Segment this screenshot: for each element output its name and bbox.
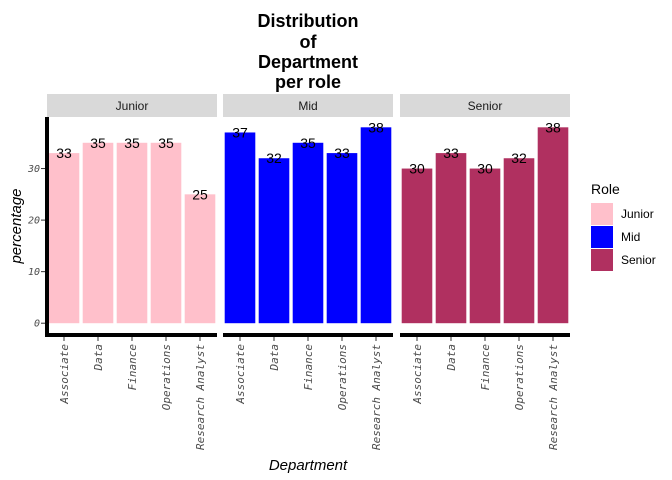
facet-panel: Mid 37 32 35 33 38 Associate Data Finance Operati…: [223, 94, 393, 450]
bar-value-label: 33: [56, 145, 72, 161]
y-axis: 0 10 20 30: [27, 117, 49, 337]
x-tick-label: Associate: [234, 344, 247, 405]
x-tick-label: Operations: [160, 344, 173, 410]
bar-value-label: 32: [266, 150, 282, 166]
bar: [82, 142, 114, 324]
bar: [116, 142, 148, 324]
x-tick-label: Associate: [58, 344, 71, 405]
legend-key: [591, 226, 613, 248]
bar: [326, 153, 358, 324]
x-tick-label: Operations: [513, 344, 526, 410]
bar-value-label: 35: [158, 135, 174, 151]
bar: [150, 142, 182, 324]
bar-value-label: 37: [232, 124, 248, 140]
bar: [360, 127, 392, 324]
x-tick-label: Data: [268, 344, 281, 372]
bar: [292, 142, 324, 324]
legend-key: [591, 203, 613, 225]
bar-value-label: 33: [443, 145, 459, 161]
bar: [469, 168, 501, 324]
x-tick-label: Data: [445, 344, 458, 372]
bar: [401, 168, 433, 324]
facet-panels: Junior 33 35 35 35 25 Associate Data Finance Oper…: [47, 94, 570, 450]
x-tick-label: Research Analyst: [370, 344, 383, 450]
x-tick-label: Finance: [479, 344, 492, 391]
y-tick-label: 10: [28, 267, 40, 278]
title-line: of: [300, 32, 318, 52]
x-tick-label: Operations: [336, 344, 349, 410]
legend-label: Senior: [621, 253, 656, 267]
y-axis-title: percentage: [8, 188, 25, 264]
bar-value-label: 25: [192, 186, 208, 202]
bar: [48, 153, 80, 324]
x-axis-title: Department: [269, 457, 348, 474]
y-tick-label: 20: [28, 216, 40, 227]
x-tick-label: Research Analyst: [194, 344, 207, 450]
title-line: Department: [258, 52, 358, 72]
legend-key: [591, 249, 613, 271]
legend-title: Role: [591, 181, 620, 197]
facet-panel: Junior 33 35 35 35 25 Associate Data Finance Oper…: [47, 94, 217, 450]
x-tick-label: Finance: [126, 344, 139, 391]
bar-value-label: 38: [545, 119, 561, 135]
x-tick-label: Data: [92, 344, 105, 372]
title-line: per role: [275, 72, 341, 92]
bar: [258, 158, 290, 324]
bar: [537, 127, 569, 324]
facet-strip-label: Mid: [298, 99, 317, 113]
bar-value-label: 35: [124, 135, 140, 151]
bar-value-label: 35: [90, 135, 106, 151]
x-tick-label: Associate: [411, 344, 424, 405]
y-tick-label: 0: [34, 319, 40, 330]
bar: [435, 153, 467, 324]
x-tick-label: Research Analyst: [547, 344, 560, 450]
bar-value-label: 38: [368, 119, 384, 135]
facet-strip-label: Senior: [468, 99, 503, 113]
facet-strip: [400, 94, 570, 117]
bar-value-label: 30: [409, 161, 425, 177]
bar-value-label: 35: [300, 135, 316, 151]
legend-label: Mid: [621, 230, 640, 244]
facet-strip: [47, 94, 217, 117]
facet-panel: Senior 30 33 30 32 38 Associate Data Finance Oper…: [400, 94, 570, 450]
facet-strip-label: Junior: [116, 99, 149, 113]
bar: [503, 158, 535, 324]
y-tick-label: 30: [27, 164, 40, 175]
bar-value-label: 33: [334, 145, 350, 161]
legend-label: Junior: [621, 207, 654, 221]
bar-value-label: 32: [511, 150, 527, 166]
x-tick-label: Finance: [302, 344, 315, 391]
bar-value-label: 30: [477, 161, 493, 177]
bar: [184, 194, 216, 324]
bar: [224, 132, 256, 324]
facet-strip: [223, 94, 393, 117]
title-line: Distribution: [258, 11, 359, 31]
